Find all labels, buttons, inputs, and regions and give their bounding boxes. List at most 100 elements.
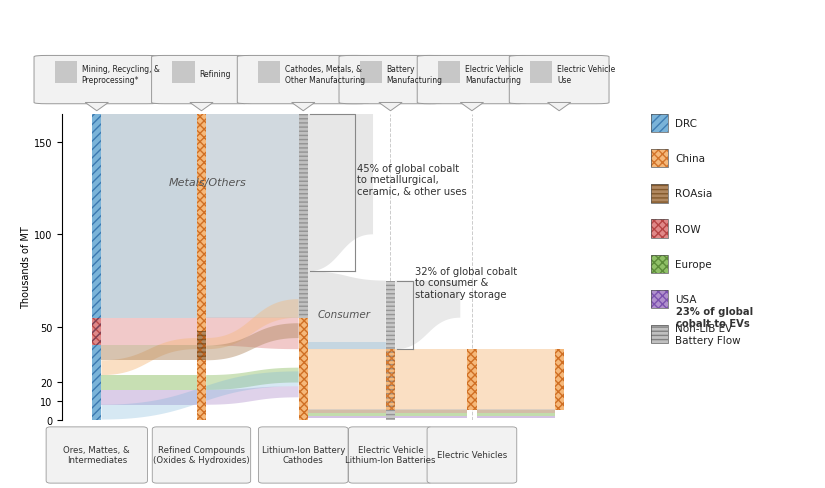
Polygon shape xyxy=(292,103,315,112)
Bar xyxy=(651,325,668,344)
Bar xyxy=(172,62,195,84)
Text: ROAsia: ROAsia xyxy=(676,189,713,199)
Text: Cathodes, Metals, &
Other Manufacturing: Cathodes, Metals, & Other Manufacturing xyxy=(285,65,365,84)
Text: 2021 Global Cobalt Supply Chain Flows: 2021 Global Cobalt Supply Chain Flows xyxy=(153,14,672,38)
Polygon shape xyxy=(477,413,554,416)
Polygon shape xyxy=(206,300,299,349)
Bar xyxy=(92,115,101,420)
Bar xyxy=(467,349,477,410)
Polygon shape xyxy=(477,416,554,418)
Bar xyxy=(651,150,668,168)
Text: Electric Vehicle
Use: Electric Vehicle Use xyxy=(557,65,615,84)
Text: Refined Compounds
(Oxides & Hydroxides): Refined Compounds (Oxides & Hydroxides) xyxy=(153,445,250,465)
Polygon shape xyxy=(101,115,197,318)
Bar xyxy=(386,349,395,410)
Polygon shape xyxy=(460,103,483,112)
Polygon shape xyxy=(477,410,554,413)
Bar xyxy=(651,220,668,238)
Polygon shape xyxy=(101,375,197,390)
FancyBboxPatch shape xyxy=(238,56,370,104)
Text: Mining, Recycling, &
Preprocessing*: Mining, Recycling, & Preprocessing* xyxy=(82,65,159,84)
Polygon shape xyxy=(101,338,197,375)
Text: Electric Vehicle
Lithium-Ion Batteries: Electric Vehicle Lithium-Ion Batteries xyxy=(345,445,436,465)
Polygon shape xyxy=(206,386,299,405)
Polygon shape xyxy=(101,115,197,318)
Polygon shape xyxy=(206,368,299,390)
FancyBboxPatch shape xyxy=(258,427,348,483)
Bar xyxy=(258,62,281,84)
Bar xyxy=(651,115,668,133)
Bar xyxy=(651,115,668,133)
Polygon shape xyxy=(308,115,373,272)
Bar xyxy=(651,325,668,344)
Polygon shape xyxy=(101,318,197,346)
Polygon shape xyxy=(308,409,554,410)
Bar xyxy=(651,255,668,273)
Bar xyxy=(651,150,668,168)
Polygon shape xyxy=(395,349,467,410)
Polygon shape xyxy=(395,416,467,418)
Polygon shape xyxy=(395,413,467,416)
Bar xyxy=(651,185,668,203)
Polygon shape xyxy=(206,324,299,361)
Polygon shape xyxy=(379,103,402,112)
Polygon shape xyxy=(101,390,197,405)
Bar xyxy=(92,318,101,346)
Bar xyxy=(651,220,668,238)
Text: Refining: Refining xyxy=(199,70,231,79)
Bar xyxy=(554,349,563,410)
Bar xyxy=(92,115,101,420)
Bar xyxy=(386,281,395,420)
Polygon shape xyxy=(308,413,386,416)
Bar xyxy=(299,318,308,420)
Polygon shape xyxy=(395,281,460,349)
Text: Electric Vehicles: Electric Vehicles xyxy=(436,450,507,459)
Bar xyxy=(299,115,308,318)
Text: Consumer: Consumer xyxy=(318,309,370,319)
Bar xyxy=(651,290,668,308)
Bar xyxy=(386,349,395,410)
Bar xyxy=(360,62,382,84)
FancyBboxPatch shape xyxy=(46,427,148,483)
Polygon shape xyxy=(308,416,386,418)
FancyBboxPatch shape xyxy=(153,427,251,483)
Polygon shape xyxy=(308,342,386,349)
Bar xyxy=(197,115,206,420)
Bar xyxy=(651,325,668,344)
Bar xyxy=(651,220,668,238)
Bar xyxy=(651,185,668,203)
Bar xyxy=(651,150,668,168)
Text: Lithium-Ion Battery
Cathodes: Lithium-Ion Battery Cathodes xyxy=(262,445,345,465)
Bar xyxy=(299,115,308,318)
FancyBboxPatch shape xyxy=(34,56,159,104)
Polygon shape xyxy=(101,346,197,361)
Bar xyxy=(554,349,563,410)
Bar xyxy=(197,331,206,361)
Polygon shape xyxy=(206,318,299,349)
Bar xyxy=(54,62,78,84)
Text: 32% of global cobalt
to consumer &
stationary storage: 32% of global cobalt to consumer & stati… xyxy=(415,266,517,299)
Polygon shape xyxy=(548,103,571,112)
Bar xyxy=(651,115,668,133)
Polygon shape xyxy=(308,349,386,410)
Text: DRC: DRC xyxy=(676,119,697,129)
FancyBboxPatch shape xyxy=(417,56,526,104)
Y-axis label: Thousands of MT: Thousands of MT xyxy=(21,226,31,308)
Polygon shape xyxy=(206,115,299,318)
Text: China: China xyxy=(676,154,705,164)
Bar xyxy=(197,331,206,361)
Polygon shape xyxy=(101,372,299,420)
Text: Ores, Mattes, &
Intermediates: Ores, Mattes, & Intermediates xyxy=(64,445,130,465)
Polygon shape xyxy=(190,103,213,112)
Bar xyxy=(386,281,395,420)
FancyBboxPatch shape xyxy=(509,56,609,104)
Text: Battery
Manufacturing: Battery Manufacturing xyxy=(387,65,443,84)
Bar xyxy=(467,349,477,410)
FancyBboxPatch shape xyxy=(427,427,516,483)
Text: 45% of global cobalt
to metallurgical,
ceramic, & other uses: 45% of global cobalt to metallurgical, c… xyxy=(357,163,467,197)
Bar xyxy=(651,255,668,273)
Polygon shape xyxy=(395,410,467,413)
Bar xyxy=(651,290,668,308)
Bar xyxy=(651,185,668,203)
Text: ROW: ROW xyxy=(676,224,701,234)
